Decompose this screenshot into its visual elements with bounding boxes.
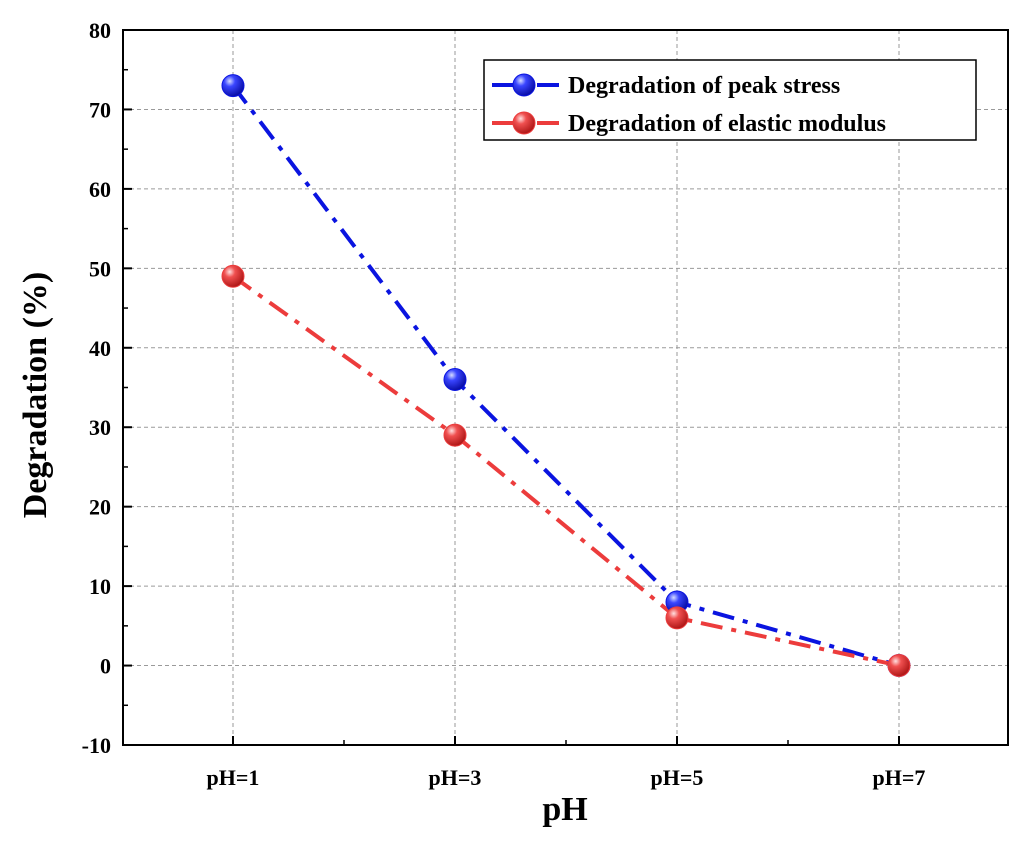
x-tick-label: pH=1 [207, 765, 260, 790]
y-tick-label: 70 [89, 97, 111, 122]
tick-labels: -10 0 10 20 30 40 50 60 70 80 pH=1 pH=3 pH=5 pH=7 [82, 18, 926, 790]
ticks [123, 29, 900, 746]
y-tick-label: -10 [82, 733, 111, 758]
y-axis-title: Degradation (%) [17, 272, 54, 518]
x-tick-label: pH=3 [429, 765, 482, 790]
legend-box [483, 59, 977, 141]
data-point [665, 606, 689, 630]
y-tick-label: 20 [89, 495, 111, 520]
legend-swatch-marker [512, 111, 536, 135]
data-point [221, 74, 245, 98]
data-point [443, 368, 467, 392]
y-tick-label: 10 [89, 574, 111, 599]
y-tick-label: 0 [100, 654, 111, 679]
legend-label: Degradation of elastic modulus [568, 111, 886, 137]
data-point [443, 423, 467, 447]
legend-label: Degradation of peak stress [568, 73, 840, 99]
x-axis-title: pH [542, 791, 587, 828]
data-point [887, 654, 911, 678]
y-tick-label: 30 [89, 415, 111, 440]
data-point [221, 264, 245, 288]
x-tick-label: pH=7 [873, 765, 926, 790]
legend: Degradation of peak stress Degradation of… [483, 59, 977, 141]
series [221, 74, 911, 678]
y-tick-label: 50 [89, 256, 111, 281]
y-tick-label: 60 [89, 177, 111, 202]
y-tick-label: 80 [89, 18, 111, 43]
x-tick-label: pH=5 [651, 765, 704, 790]
series-line [231, 84, 900, 668]
y-tick-label: 40 [89, 336, 111, 361]
legend-swatch-marker [512, 73, 536, 97]
series-line [231, 274, 900, 668]
grid-lines [123, 30, 1008, 745]
